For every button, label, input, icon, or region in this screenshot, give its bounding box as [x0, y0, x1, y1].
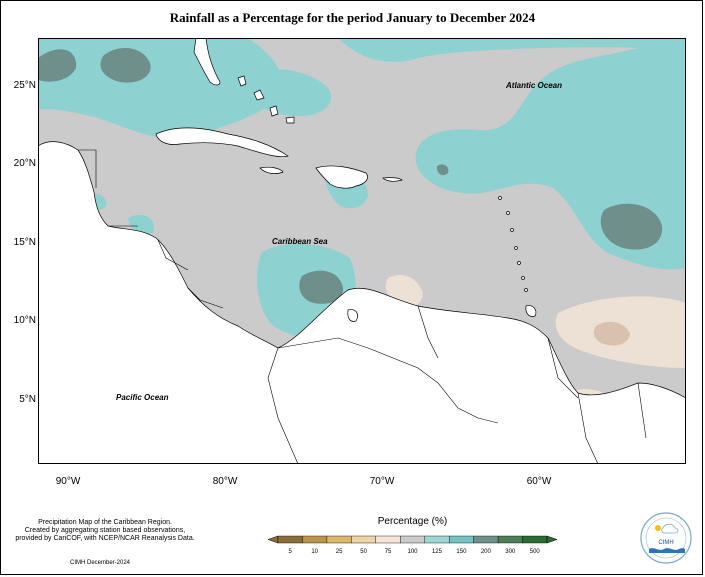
credit-line: Created by aggregating station based obs… — [24, 527, 186, 534]
legend-tick-label: 100 — [407, 549, 418, 555]
y-tick-label: 15°N — [13, 237, 36, 248]
y-tick-label: 25°N — [13, 80, 36, 91]
x-tick-label: 90°W — [55, 476, 81, 487]
legend-swatch — [302, 535, 328, 544]
x-tick-label: 70°W — [369, 476, 395, 487]
y-tick-label: 10°N — [13, 315, 36, 326]
credit-line: provided by CariCOF, with NCEP/NCAR Rean… — [15, 535, 195, 542]
legend-tick-label: 10 — [311, 549, 318, 555]
legend-swatch — [326, 535, 352, 544]
legend-tick-label: 125 — [432, 549, 443, 555]
legend-tick-label: 75 — [385, 549, 392, 555]
country-borders — [78, 149, 647, 464]
color-legend: Percentage (%) 5 10 25 50 75 100 125 150 200 300 5… — [260, 516, 565, 566]
logo-text: CIMH — [658, 540, 673, 546]
label-atlantic-ocean: Atlantic Ocean — [506, 81, 563, 90]
y-tick-label: 20°N — [13, 158, 36, 169]
legend-title: Percentage (%) — [377, 516, 448, 527]
legend-swatch — [400, 535, 425, 544]
legend-swatch — [375, 535, 401, 544]
y-tick-label: 5°N — [19, 394, 36, 405]
credits: Precipitation Map of the Caribbean Regio… — [10, 519, 200, 543]
legend-tick-label: 150 — [456, 549, 467, 555]
map-area — [38, 38, 686, 464]
x-tick-label: 60°W — [526, 476, 552, 487]
credit-date: CIMH December-2024 — [70, 560, 131, 566]
land-masses — [38, 38, 686, 464]
x-tick-label: 80°W — [212, 476, 238, 487]
legend-swatch — [522, 535, 548, 544]
legend-colorbar: 5 10 25 50 75 100 125 150 200 300 500 — [267, 535, 558, 555]
legend-arrow-high — [546, 535, 558, 544]
legend-tick-label: 50 — [360, 549, 367, 555]
legend-tick-label: 500 — [530, 549, 541, 555]
label-caribbean-sea: Caribbean Sea — [272, 237, 328, 246]
legend-swatch — [277, 535, 303, 544]
legend-tick-label: 5 — [289, 549, 293, 555]
label-pacific-ocean: Pacific Ocean — [116, 393, 169, 402]
map-title: Rainfall as a Percentage for the period … — [169, 10, 536, 25]
legend-swatch — [473, 535, 499, 544]
map-border — [38, 38, 686, 464]
legend-swatch — [351, 535, 377, 544]
legend-swatch — [448, 535, 474, 544]
legend-tick-label: 25 — [336, 549, 343, 555]
credit-line: Precipitation Map of the Caribbean Regio… — [38, 519, 172, 526]
legend-tick-label: 200 — [481, 549, 492, 555]
legend-swatch — [497, 535, 523, 544]
rainfall-band-150-200 — [38, 47, 663, 304]
legend-tick-label: 300 — [505, 549, 516, 555]
legend-arrow-low — [267, 535, 279, 544]
legend-swatch — [424, 535, 450, 544]
cimh-logo-icon: CIMH — [639, 511, 693, 565]
rainfall-band-50-75 — [593, 321, 630, 346]
